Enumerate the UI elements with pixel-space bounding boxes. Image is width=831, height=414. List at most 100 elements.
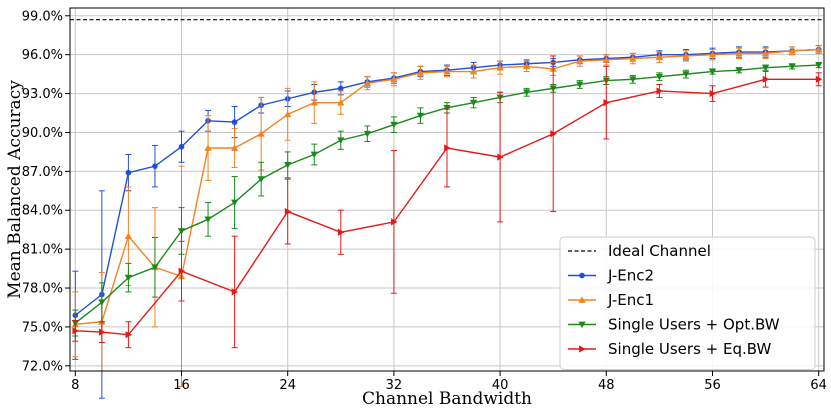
data-point [416,69,425,76]
x-tick-label: 24 [279,378,296,393]
data-point [469,99,478,107]
y-tick-label: 84.0% [22,204,63,219]
data-point [550,130,557,138]
data-point [761,49,770,57]
x-tick-label: 32 [386,378,403,393]
data-point [124,274,133,282]
legend-label: Ideal Channel [608,242,711,260]
y-tick-label: 87.0% [22,165,63,180]
data-point [204,144,212,151]
data-point [98,328,106,336]
x-tick-label: 40 [492,378,509,393]
data-point [257,176,265,183]
data-point [469,67,478,75]
data-point [363,79,371,87]
data-point [310,151,318,159]
data-point [125,331,133,339]
y-tick-label: 96.0% [22,48,63,63]
y-tick-label: 72.0% [22,359,63,374]
x-tick-label: 56 [704,378,721,393]
data-point [603,99,610,107]
data-point [443,67,451,75]
data-point [284,161,292,169]
data-point [788,63,796,70]
data-point [708,51,717,58]
data-point [496,64,504,71]
data-point [231,144,239,151]
series-j-enc1 [71,45,823,388]
legend-item: Ideal Channel [568,242,711,260]
data-point [337,137,345,144]
data-point [152,163,158,169]
x-tick-label: 16 [173,378,190,393]
series-single-users-eq-bw [72,55,823,349]
data-point [416,112,425,120]
data-point [178,267,186,275]
data-point [72,327,79,335]
data-point [735,49,743,57]
legend: Ideal Channel J-Enc2 J-Enc1 Single Users + … [559,236,816,370]
data-point [576,57,584,65]
y-tick-label: 99.0% [22,9,63,24]
data-point [682,71,690,78]
legend-item: Single Users + Opt.BW [568,316,780,334]
data-point [338,85,344,92]
data-point [125,169,132,176]
data-point [257,130,265,137]
legend-marker [579,345,586,353]
data-point [602,56,610,63]
legend-label: Single Users + Opt.BW [608,316,780,334]
data-point [231,199,239,207]
series-line [75,78,819,336]
data-point [629,54,637,62]
data-point [204,216,212,223]
x-tick-label: 48 [598,378,615,393]
y-tick-label: 75.0% [22,320,63,335]
y-tick-label: 78.0% [22,282,63,297]
data-point [310,99,318,106]
data-point [231,119,238,125]
x-tick-label: 8 [71,378,79,393]
y-tick-label: 90.0% [22,126,63,141]
data-point [284,207,292,216]
plot-frame [69,7,825,372]
data-point [337,99,345,106]
data-point [124,232,133,240]
series-layer [71,45,823,399]
tick-layer: 8 16 24 32 40 48 56 64 72.0% 75.0% 78.0% 81.0% 84.0%… [22,9,827,393]
data-point [390,121,398,129]
data-point [497,153,504,161]
x-axis-label: Channel Bandwidth [362,389,532,409]
legend-label: Single Users + Eq.BW [608,340,772,358]
data-point [656,87,663,95]
data-point [178,143,185,150]
legend-marker [578,321,586,329]
data-point [444,144,451,152]
y-tick-label: 81.0% [22,243,63,258]
data-point [815,75,823,83]
data-point [443,104,451,112]
data-point [815,62,823,69]
data-point [629,76,637,83]
data-point [708,68,717,76]
data-point [177,228,186,235]
data-point [523,89,531,96]
data-point [655,53,663,61]
legend-marker [579,272,585,279]
legend-item: J-Enc2 [568,267,654,285]
data-point [151,264,159,271]
data-point [735,67,743,74]
legend-marker [578,296,586,303]
y-tick-label: 93.0% [22,87,63,102]
data-point [815,45,823,53]
data-point [576,81,584,89]
data-point [788,47,796,54]
x-tick-label: 64 [810,378,827,393]
data-point [523,62,531,70]
data-point [761,64,770,72]
data-point [709,89,717,98]
legend-label: J-Enc2 [607,267,654,285]
data-point [337,228,345,236]
y-axis-label: Mean Balanced Accuracy [5,80,25,299]
